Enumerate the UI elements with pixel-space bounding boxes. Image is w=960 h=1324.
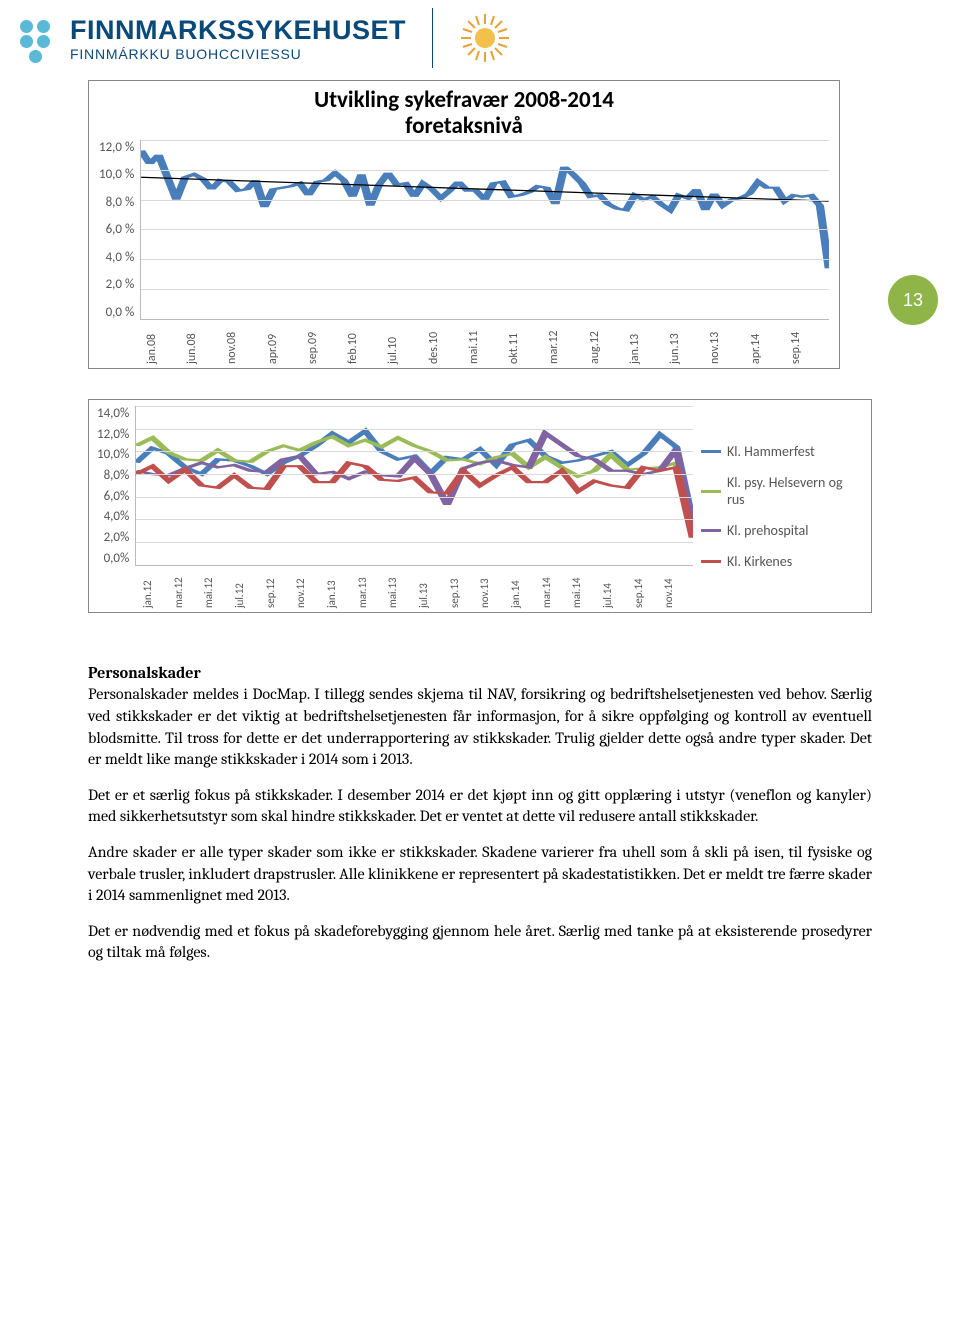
chart2-x-axis: jan.12mar.12mai.12jul.12sep.12nov.12jan.… (141, 566, 693, 608)
brand-main: FINNMARKSSYKEHUSET (70, 15, 406, 46)
heading-personalskader: Personalskader (88, 663, 872, 685)
paragraph-2: Det er et særlig fokus på stikkskader. I… (88, 785, 872, 828)
brand-text: FINNMARKSSYKEHUSET FINNMÁRKKU BUOHCCIVIE… (70, 15, 406, 62)
legend-item: Kl. psy. Helsevern og rus (701, 474, 863, 508)
paragraph-3: Andre skader er alle typer skader som ik… (88, 842, 872, 907)
chart2-container: 14,0%12,0%10,0%8,0%6,0%4,0%2,0%0,0% jan.… (88, 399, 872, 613)
logo-dots (20, 20, 50, 63)
page-header: FINNMARKSSYKEHUSET FINNMÁRKKU BUOHCCIVIE… (0, 0, 960, 72)
chart1-plot-area (140, 140, 829, 320)
chart1-x-axis: jan.08jun.08nov.08apr.09sep.09feb.10jul.… (145, 320, 829, 364)
text-content: Personalskader Personalskader meldes i D… (88, 663, 872, 964)
paragraph-1: Personalskader meldes i DocMap. I tilleg… (88, 684, 872, 770)
paragraph-4: Det er nødvendig med et fokus på skadefo… (88, 921, 872, 964)
legend-item: Kl. Hammerfest (701, 443, 863, 460)
chart1-container: Utvikling sykefravær 2008-2014 foretaksn… (88, 80, 840, 369)
chart1-title: Utvikling sykefravær 2008-2014 foretaksn… (99, 87, 829, 140)
legend-item: Kl. Kirkenes (701, 553, 863, 570)
sun-icon (459, 12, 511, 64)
vertical-divider (432, 8, 433, 68)
page-number-badge: 13 (888, 275, 938, 325)
brand-sub: FINNMÁRKKU BUOHCCIVIESSU (70, 46, 406, 62)
chart2-y-axis: 14,0%12,0%10,0%8,0%6,0%4,0%2,0%0,0% (97, 406, 135, 566)
chart1-y-axis: 12,0 %10,0 %8,0 %6,0 %4,0 %2,0 %0,0 % (99, 140, 140, 320)
page-number: 13 (903, 290, 923, 311)
chart2-svg (136, 406, 693, 565)
chart2-legend: Kl. Hammerfest Kl. psy. Helsevern og rus K… (693, 406, 863, 608)
legend-item: Kl. prehospital (701, 522, 863, 539)
chart2-plot-area (135, 406, 693, 566)
